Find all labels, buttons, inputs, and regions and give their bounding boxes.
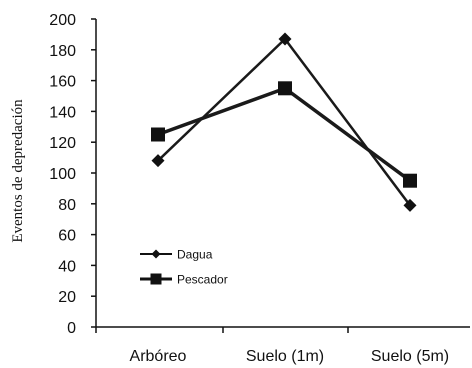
data-point-dagua (278, 32, 292, 46)
data-point-pescador (403, 173, 417, 188)
x-tick-label: Arbóreo (130, 348, 187, 365)
y-axis-label: Eventos de depredación (10, 99, 26, 243)
y-tick-label: 60 (58, 228, 76, 245)
series-line-pescador (157, 86, 412, 183)
legend: Dagua Pescador (140, 248, 228, 287)
data-point-pescador (278, 81, 292, 96)
data-point-pescador (151, 127, 165, 142)
y-tick-label: 20 (58, 289, 76, 306)
x-tick-label: Suelo (1m) (246, 348, 324, 365)
y-tick-label: 80 (58, 197, 76, 214)
data-point-dagua (403, 198, 417, 212)
x-axis: Arbóreo Suelo (1m) Suelo (5m) (95, 326, 470, 365)
y-tick-label: 0 (67, 320, 76, 337)
y-tick-label: 180 (49, 43, 76, 60)
legend-label: Pescador (177, 273, 228, 287)
legend-label: Dagua (177, 248, 213, 262)
y-tick-label: 40 (58, 258, 76, 275)
series-layer (151, 32, 417, 212)
y-tick-label: 140 (49, 104, 76, 121)
legend-marker-pescador (150, 273, 162, 285)
y-tick-label: 120 (49, 135, 76, 152)
data-point-dagua (151, 154, 165, 168)
legend-marker-dagua (151, 249, 161, 259)
y-axis: 0 20 40 60 80 100 120 140 160 180 200 (49, 12, 97, 337)
y-tick-label: 200 (49, 12, 76, 29)
x-tick-label: Suelo (5m) (371, 348, 449, 365)
y-tick-label: 160 (49, 74, 76, 91)
y-tick-label: 100 (49, 166, 76, 183)
